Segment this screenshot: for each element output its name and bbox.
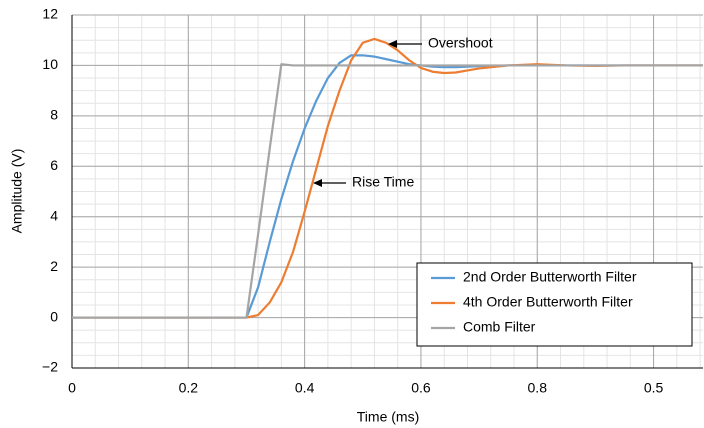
annotation: Overshoot [428, 35, 493, 51]
y-tick-label: 6 [50, 157, 58, 173]
y-tick-label: 4 [50, 207, 58, 223]
annotation-arrowhead [313, 179, 322, 187]
x-tick-label: 0 [68, 380, 76, 396]
annotation: Rise Time [352, 174, 414, 190]
legend-label: 4th Order Butterworth Filter [463, 294, 633, 310]
x-tick-label: 0.6 [411, 380, 431, 396]
y-axis-label: Amplitude (V) [9, 149, 25, 234]
series-line [72, 63, 703, 319]
y-tick-label: 8 [50, 107, 58, 123]
x-tick-label: 0.8 [528, 380, 548, 396]
x-tick-label: 0.5 [644, 380, 664, 396]
legend-label: 2nd Order Butterworth Filter [463, 269, 637, 285]
x-axis-label: Time (ms) [357, 409, 419, 425]
x-tick-label: 0.4 [295, 380, 315, 396]
x-tick-label: 0.2 [179, 380, 199, 396]
y-tick-label: 2 [50, 258, 58, 274]
legend-box [416, 262, 693, 347]
legend-label: Comb Filter [463, 319, 536, 335]
annotation-arrowhead [388, 40, 397, 48]
y-tick-label: 12 [42, 6, 58, 22]
y-tick-label: −2 [42, 359, 58, 375]
y-tick-label: 0 [50, 308, 58, 324]
y-tick-label: 10 [42, 56, 58, 72]
